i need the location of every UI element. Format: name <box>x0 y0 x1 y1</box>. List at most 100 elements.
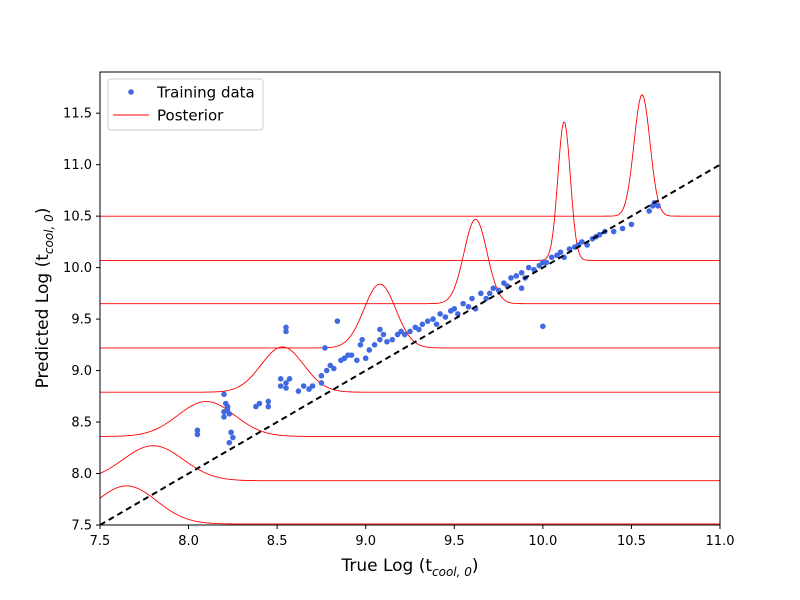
x-axis-label: True Log (tcool, 0) <box>340 556 478 579</box>
training-point <box>222 400 229 407</box>
training-point <box>478 290 484 297</box>
y-tick-label: 11.0 <box>63 158 92 173</box>
training-point <box>194 431 201 438</box>
training-point <box>655 203 661 209</box>
training-point <box>318 380 325 386</box>
training-point <box>424 318 431 324</box>
legend-label-training-data: Training data <box>156 84 255 102</box>
x-axis: 7.5 8.0 8.5 9.0 9.5 10.0 10.5 11.0 <box>90 525 735 549</box>
training-point <box>230 434 236 441</box>
posterior-curve-2 <box>100 445 720 482</box>
plot-area <box>100 94 720 525</box>
y-axis: 7.5 8.0 8.5 9.0 9.5 10.0 10.5 11.0 11.5 <box>63 107 100 534</box>
posterior-curve-7 <box>100 121 720 261</box>
training-point <box>277 383 284 389</box>
training-point <box>430 316 436 322</box>
x-tick-label: 11.0 <box>706 534 735 549</box>
training-point <box>513 273 520 279</box>
training-point <box>465 303 472 310</box>
training-point <box>228 429 234 436</box>
x-tick-label: 8.5 <box>267 534 288 549</box>
training-point <box>300 383 307 389</box>
training-point <box>437 311 443 317</box>
training-point <box>283 385 289 391</box>
posterior-curve-8 <box>100 94 720 217</box>
posterior-curve-1 <box>100 485 720 525</box>
y-tick-label: 8.0 <box>71 467 92 482</box>
training-point <box>283 324 289 331</box>
x-tick-label: 10.0 <box>528 534 557 549</box>
y-tick-label: 10.5 <box>63 210 92 225</box>
training-point <box>354 357 360 364</box>
training-point <box>226 439 233 446</box>
training-point <box>619 225 626 232</box>
training-point <box>357 342 364 348</box>
x-tick-label: 10.5 <box>617 534 646 549</box>
training-point <box>419 321 426 328</box>
training-point <box>371 342 378 348</box>
training-point <box>540 323 546 330</box>
training-point <box>433 321 440 328</box>
legend: Training data Posterior <box>107 78 264 131</box>
training-point <box>309 383 316 389</box>
legend-box <box>107 78 264 131</box>
legend-label-posterior: Posterior <box>157 107 224 125</box>
training-point <box>557 249 564 255</box>
training-point <box>486 290 493 297</box>
training-point <box>469 295 475 302</box>
training-point <box>221 414 227 420</box>
training-point <box>322 345 328 351</box>
y-axis-label: Predicted Log (tcool, 0) <box>33 208 56 389</box>
training-point <box>548 254 555 261</box>
training-point <box>224 406 231 413</box>
training-point <box>221 391 227 398</box>
training-point <box>646 208 652 214</box>
training-point <box>318 372 325 379</box>
training-point <box>331 365 337 372</box>
posterior-curve-6 <box>100 218 720 305</box>
training-point <box>401 331 408 338</box>
x-tick-label: 9.5 <box>444 534 465 549</box>
training-point <box>323 367 330 374</box>
training-point <box>334 318 341 324</box>
posterior-curve-5 <box>100 283 720 349</box>
training-point <box>628 221 635 228</box>
training-point <box>525 264 532 271</box>
training-point <box>265 398 272 405</box>
training-point <box>460 300 466 307</box>
y-tick-label: 9.0 <box>71 364 92 379</box>
training-point <box>490 285 497 292</box>
training-point <box>416 326 422 333</box>
training-point <box>508 275 514 281</box>
training-point <box>377 326 383 333</box>
training-point <box>295 388 302 394</box>
x-tick-label: 9.0 <box>355 534 376 549</box>
plot-frame <box>99 71 721 526</box>
y-tick-label: 11.5 <box>63 107 92 122</box>
training-point <box>194 427 201 434</box>
y-tick-label: 10.0 <box>63 261 92 276</box>
x-tick-label: 7.5 <box>90 534 111 549</box>
training-point <box>380 331 387 338</box>
training-point <box>579 239 585 245</box>
training-point <box>407 328 413 335</box>
training-point <box>283 328 289 335</box>
training-point <box>610 228 617 235</box>
y-tick-label: 9.5 <box>71 313 92 328</box>
training-point <box>389 336 396 343</box>
training-point <box>384 338 390 345</box>
posterior-curve-3 <box>100 401 720 437</box>
training-point <box>256 400 263 407</box>
training-point <box>265 403 272 410</box>
training-point <box>277 376 284 382</box>
posterior-curve-4 <box>100 346 720 393</box>
training-point <box>366 347 373 353</box>
y-tick-label: 7.5 <box>71 519 92 534</box>
training-point <box>362 355 369 362</box>
training-point <box>518 269 525 276</box>
training-point <box>283 380 289 386</box>
legend-marker-training-data <box>128 89 134 95</box>
training-point <box>451 306 458 312</box>
training-point <box>518 285 525 292</box>
